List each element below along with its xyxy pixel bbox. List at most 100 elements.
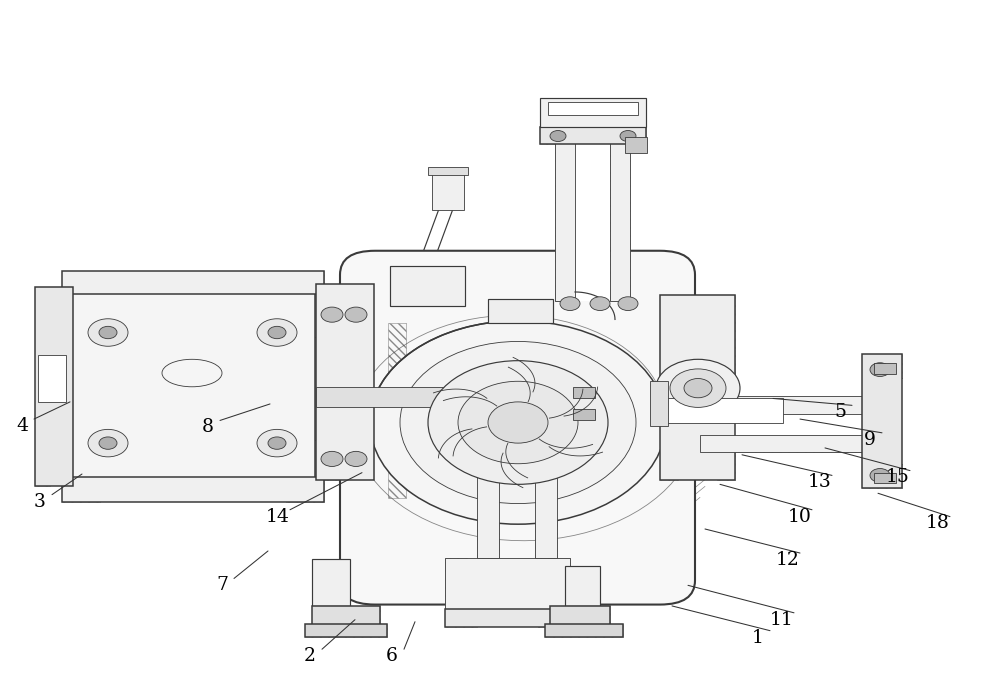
Bar: [388, 323, 406, 423]
Circle shape: [488, 402, 548, 443]
Text: 5: 5: [834, 403, 846, 421]
Circle shape: [99, 326, 117, 339]
Bar: [432, 170, 464, 210]
Bar: [548, 102, 638, 115]
Bar: [38, 355, 66, 402]
Bar: [573, 409, 595, 420]
Text: 18: 18: [926, 515, 950, 532]
Circle shape: [321, 451, 343, 466]
Circle shape: [400, 341, 636, 504]
Bar: [312, 606, 380, 627]
Circle shape: [345, 451, 367, 466]
Text: 7: 7: [216, 576, 228, 594]
Circle shape: [268, 326, 286, 339]
Bar: [610, 139, 630, 301]
Bar: [660, 295, 735, 480]
Bar: [35, 287, 73, 486]
Bar: [616, 127, 646, 144]
Bar: [650, 381, 668, 426]
Circle shape: [428, 361, 608, 484]
Circle shape: [870, 469, 890, 482]
Bar: [555, 139, 575, 301]
Circle shape: [620, 131, 636, 142]
Bar: [660, 295, 678, 480]
Bar: [575, 139, 610, 301]
Text: 4: 4: [16, 417, 28, 435]
Bar: [450, 266, 465, 306]
Circle shape: [618, 297, 638, 311]
Bar: [488, 299, 553, 323]
Text: 3: 3: [34, 493, 46, 510]
Bar: [663, 398, 783, 423]
Bar: [700, 401, 870, 414]
Text: 2: 2: [304, 647, 316, 665]
Bar: [862, 354, 902, 488]
Bar: [555, 139, 575, 301]
Bar: [874, 363, 896, 374]
Bar: [573, 387, 595, 398]
Text: 1: 1: [752, 629, 764, 646]
Bar: [535, 451, 557, 558]
Bar: [390, 266, 465, 306]
Bar: [316, 387, 531, 407]
Circle shape: [870, 363, 890, 376]
Bar: [548, 558, 570, 609]
Bar: [390, 266, 405, 306]
Bar: [700, 414, 870, 435]
Text: 13: 13: [808, 473, 832, 491]
Bar: [445, 558, 467, 609]
Circle shape: [268, 437, 286, 449]
Bar: [538, 609, 570, 627]
Bar: [545, 624, 623, 637]
Bar: [650, 381, 668, 426]
Circle shape: [88, 429, 128, 457]
Bar: [610, 139, 630, 301]
Bar: [316, 284, 374, 301]
Bar: [488, 299, 506, 323]
Bar: [540, 127, 570, 144]
Circle shape: [560, 297, 580, 311]
Circle shape: [458, 381, 578, 464]
Circle shape: [550, 131, 566, 142]
Bar: [862, 378, 902, 464]
Text: 10: 10: [788, 508, 812, 526]
Bar: [316, 284, 374, 480]
Bar: [477, 451, 499, 558]
Bar: [445, 609, 477, 627]
Text: 15: 15: [886, 469, 910, 486]
Bar: [625, 137, 647, 153]
Bar: [312, 606, 380, 627]
Bar: [445, 609, 570, 627]
Text: 9: 9: [864, 431, 876, 449]
Bar: [62, 271, 324, 294]
Circle shape: [684, 379, 712, 398]
Circle shape: [99, 437, 117, 449]
Circle shape: [257, 319, 297, 346]
Circle shape: [88, 319, 128, 346]
Bar: [305, 624, 387, 637]
Bar: [717, 295, 735, 480]
Bar: [550, 606, 610, 627]
Bar: [700, 440, 870, 452]
Text: 12: 12: [776, 551, 800, 569]
Bar: [540, 98, 646, 127]
FancyBboxPatch shape: [340, 251, 695, 605]
Bar: [62, 271, 100, 294]
Text: 14: 14: [266, 508, 290, 526]
Bar: [874, 473, 896, 483]
Text: 6: 6: [386, 647, 398, 665]
Bar: [535, 451, 557, 558]
Circle shape: [321, 307, 343, 322]
Bar: [700, 396, 870, 414]
Bar: [316, 462, 374, 480]
Circle shape: [370, 321, 666, 524]
Bar: [862, 464, 902, 488]
Bar: [535, 299, 553, 323]
Bar: [35, 287, 50, 486]
Circle shape: [590, 297, 610, 311]
Bar: [428, 167, 468, 175]
Bar: [62, 477, 324, 502]
Bar: [286, 271, 324, 294]
Bar: [305, 624, 387, 637]
Bar: [388, 436, 406, 498]
